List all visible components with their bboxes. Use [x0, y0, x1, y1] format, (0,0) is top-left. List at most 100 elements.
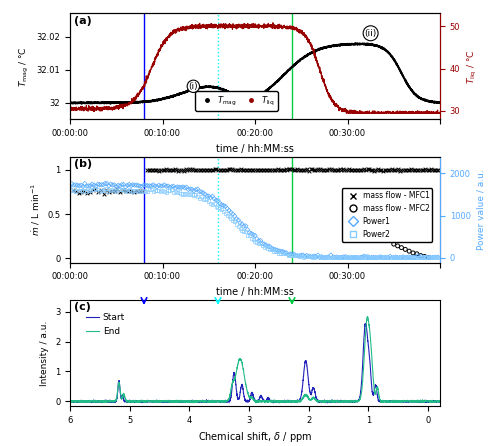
Point	[131, 187, 139, 194]
Point	[205, 198, 213, 205]
Point	[277, 166, 285, 173]
Point	[199, 189, 207, 196]
Point	[336, 254, 344, 261]
Point	[272, 246, 280, 253]
Point	[388, 254, 396, 261]
Point	[101, 185, 109, 192]
Point	[340, 253, 348, 260]
Point	[268, 246, 276, 253]
Point	[244, 231, 252, 239]
Point	[406, 254, 414, 261]
Point	[66, 183, 74, 190]
Point	[356, 254, 364, 261]
Point	[264, 243, 272, 250]
Point	[284, 166, 292, 173]
Point	[248, 230, 256, 237]
Point	[334, 254, 342, 261]
Point	[179, 183, 187, 190]
End	[100, 400, 106, 405]
Point	[120, 181, 128, 188]
Point	[174, 167, 182, 174]
Point	[177, 166, 185, 173]
Point	[386, 253, 394, 260]
Y-axis label: Power value / a.u.: Power value / a.u.	[476, 169, 486, 250]
Point	[325, 254, 333, 261]
Point	[380, 253, 388, 260]
Point	[351, 254, 359, 261]
Point	[370, 254, 378, 261]
Point	[292, 166, 300, 173]
Point	[90, 182, 98, 189]
Point	[106, 186, 114, 194]
Point	[225, 207, 233, 214]
Point	[119, 187, 127, 194]
Point	[290, 166, 298, 173]
Point	[349, 254, 357, 261]
Point	[332, 166, 340, 173]
Point	[208, 166, 216, 173]
Point	[253, 239, 261, 246]
Point	[284, 252, 292, 259]
Point	[320, 254, 328, 261]
Point	[312, 253, 320, 260]
Point	[232, 166, 240, 173]
Point	[114, 182, 122, 189]
Point	[216, 166, 224, 173]
Point	[402, 246, 409, 253]
Point	[306, 253, 314, 260]
Point	[354, 254, 362, 261]
Line: End: End	[70, 317, 440, 403]
Point	[301, 253, 309, 260]
Point	[156, 188, 164, 195]
Point	[412, 253, 420, 260]
Point	[405, 248, 413, 255]
Point	[232, 215, 240, 223]
Point	[353, 166, 361, 173]
Point	[425, 254, 433, 261]
Legend: mass flow - MFC1, mass flow - MFC2, Power1, Power2: mass flow - MFC1, mass flow - MFC2, Powe…	[342, 188, 432, 242]
Point	[434, 253, 442, 260]
Point	[106, 181, 114, 188]
Point	[310, 166, 318, 173]
Point	[190, 187, 198, 194]
Point	[122, 183, 130, 190]
Point	[155, 186, 163, 194]
Point	[290, 251, 298, 258]
Point	[246, 232, 254, 240]
Point	[216, 205, 224, 212]
Start	[243, 399, 249, 404]
Text: (b): (b)	[74, 159, 92, 169]
Point	[105, 189, 113, 196]
Point	[80, 188, 88, 195]
Point	[160, 182, 168, 189]
Point	[308, 253, 316, 260]
Point	[396, 167, 404, 174]
Point	[288, 251, 296, 258]
Point	[202, 166, 209, 173]
Point	[236, 166, 244, 173]
Point	[331, 166, 339, 173]
Point	[416, 166, 424, 173]
Point	[304, 252, 312, 259]
Point	[196, 188, 203, 195]
Point	[112, 183, 120, 190]
Point	[251, 232, 259, 239]
Y-axis label: $T_\mathrm{liq}$ / °C: $T_\mathrm{liq}$ / °C	[466, 49, 479, 83]
Point	[180, 184, 188, 191]
Point	[299, 252, 307, 259]
Point	[217, 166, 225, 173]
Point	[74, 190, 82, 197]
Point	[414, 252, 422, 260]
End	[408, 398, 414, 404]
Point	[164, 182, 172, 190]
Point	[318, 253, 326, 260]
Point	[390, 240, 398, 248]
Point	[171, 166, 179, 173]
Point	[256, 240, 264, 248]
Point	[146, 186, 154, 193]
Point	[200, 167, 208, 174]
Text: (c): (c)	[74, 302, 90, 312]
Point	[254, 166, 262, 173]
Point	[108, 187, 116, 194]
Point	[194, 166, 202, 173]
